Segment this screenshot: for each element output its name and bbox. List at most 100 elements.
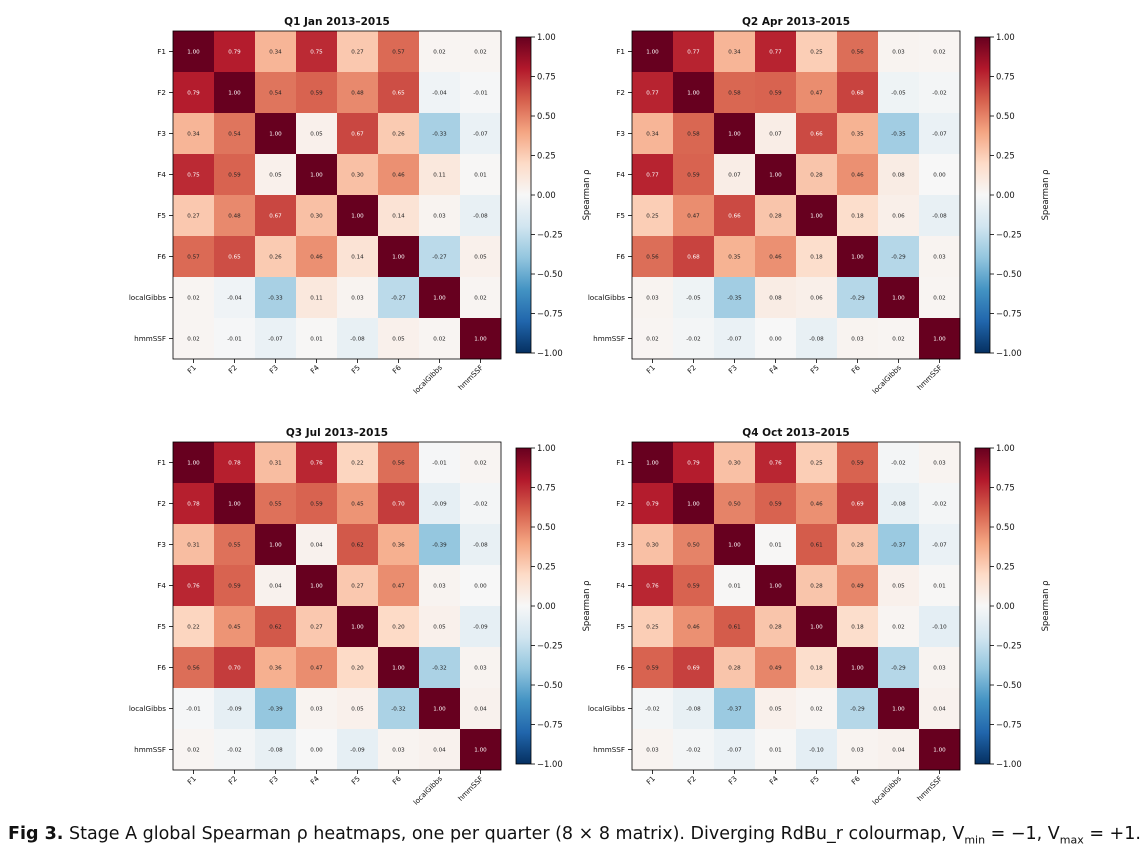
- heatmap-cell: [837, 113, 879, 155]
- cell-value-label: 0.04: [474, 707, 487, 713]
- heatmap-cell: [460, 236, 502, 278]
- heatmap-cell: [419, 72, 461, 114]
- heatmap-cell: [460, 565, 502, 607]
- y-tick-label: F1: [616, 47, 625, 56]
- cell-value-label: 1.00: [392, 255, 405, 261]
- cell-value-label: -0.07: [727, 337, 742, 343]
- cell-value-label: 0.02: [474, 461, 486, 467]
- cell-value-label: 1.00: [351, 625, 364, 631]
- y-tick-label: F3: [616, 129, 625, 138]
- cell-value-label: -0.08: [891, 502, 906, 508]
- cell-value-label: 0.01: [933, 584, 946, 590]
- heatmap-frame: [172, 441, 502, 771]
- heatmap-cell: [714, 154, 756, 196]
- y-tick-label: hmmSSF: [593, 334, 625, 343]
- heatmap-cell: [632, 483, 674, 525]
- cell-value-label: 1.00: [433, 296, 446, 302]
- heatmap-cell: [632, 31, 674, 73]
- x-tick-label: F4: [308, 774, 321, 787]
- cell-value-label: 0.35: [851, 132, 864, 138]
- x-tick-label: F5: [349, 774, 362, 787]
- cell-value-label: 0.27: [351, 584, 364, 590]
- cell-value-label: 0.05: [892, 584, 905, 590]
- colorbar-tick-label: 0.00: [537, 190, 556, 200]
- heatmap-cell: [755, 606, 797, 648]
- cell-value-label: 0.59: [228, 173, 241, 179]
- cell-value-label: 0.06: [810, 296, 823, 302]
- cell-value-label: 0.50: [687, 543, 700, 549]
- colorbar-tick-label: 0.75: [996, 483, 1015, 493]
- heatmap-cell: [755, 72, 797, 114]
- cell-value-label: 0.46: [687, 625, 700, 631]
- heatmap-cell: [296, 154, 338, 196]
- cell-value-label: 1.00: [351, 214, 364, 220]
- heatmap-cell: [755, 154, 797, 196]
- cell-value-label: -0.33: [432, 132, 447, 138]
- cell-value-label: 1.00: [728, 132, 741, 138]
- heatmap-cell: [460, 72, 502, 114]
- cell-value-label: 0.03: [392, 748, 405, 754]
- heatmap-cell: [419, 154, 461, 196]
- cell-value-label: 1.00: [474, 748, 487, 754]
- cell-value-label: 0.03: [474, 666, 487, 672]
- y-tick-label: F4: [157, 170, 166, 179]
- heatmap-cell: [796, 277, 838, 319]
- cell-value-label: -0.37: [727, 707, 742, 713]
- heatmap-cell: [337, 318, 379, 360]
- cell-value-label: 0.03: [433, 214, 446, 220]
- cell-value-label: 0.05: [310, 132, 323, 138]
- cell-value-label: 0.59: [769, 502, 782, 508]
- heatmap-cell: [755, 236, 797, 278]
- heatmap-cell: [673, 483, 715, 525]
- heatmap-cell: [378, 483, 420, 525]
- cell-value-label: 0.28: [769, 625, 782, 631]
- heatmap-cell: [714, 113, 756, 155]
- heatmap-cell: [255, 729, 297, 771]
- heatmap-cell: [714, 565, 756, 607]
- figure-panels: Q1 Jan 2013–2015 1.00 0.79 0.34 0.75 0.27 0.57…: [129, 16, 1050, 807]
- y-tick-label: F5: [616, 211, 625, 220]
- heatmap-cell: [255, 606, 297, 648]
- cell-value-label: -0.01: [473, 91, 488, 97]
- cell-value-label: 1.00: [769, 173, 782, 179]
- x-tick-label: F2: [685, 363, 698, 376]
- colorbar: [515, 36, 532, 354]
- y-tick-label: F3: [157, 540, 166, 549]
- x-tick-label: F1: [644, 774, 657, 787]
- heatmap-cell: [673, 113, 715, 155]
- cell-value-label: 0.65: [392, 91, 405, 97]
- heatmap-cell: [378, 688, 420, 730]
- heatmap-cell: [632, 72, 674, 114]
- y-tick-label: F2: [616, 499, 625, 508]
- panel-title: Q1 Jan 2013–2015: [284, 16, 390, 28]
- cell-value-label: 0.14: [351, 255, 364, 261]
- x-tick-label: F3: [726, 363, 739, 376]
- heatmap-cell: [837, 688, 879, 730]
- cell-value-label: 0.47: [687, 214, 700, 220]
- cell-value-label: 0.30: [351, 173, 364, 179]
- heatmap-cell: [460, 31, 502, 73]
- cell-value-label: 0.70: [228, 666, 241, 672]
- heatmap-cell: [337, 277, 379, 319]
- cell-value-label: 1.00: [851, 666, 864, 672]
- cell-value-label: 0.26: [269, 255, 282, 261]
- heatmap-cell: [878, 195, 920, 237]
- cell-value-label: 0.30: [310, 214, 323, 220]
- heatmap-cell: [337, 236, 379, 278]
- cell-value-label: 0.01: [769, 748, 782, 754]
- heatmap-cell: [296, 318, 338, 360]
- cell-value-label: -0.39: [268, 707, 283, 713]
- heatmap-cell: [460, 647, 502, 689]
- cell-value-label: 0.56: [851, 50, 864, 56]
- y-tick-label: F2: [157, 88, 166, 97]
- heatmap-cell: [878, 565, 920, 607]
- cell-value-label: 0.57: [392, 50, 405, 56]
- heatmap-cell: [919, 154, 961, 196]
- x-tick-label: F3: [726, 774, 739, 787]
- cell-value-label: 1.00: [228, 91, 241, 97]
- colorbar-tick-label: 0.50: [996, 522, 1015, 532]
- heatmap-panel: Q4 Oct 2013–2015 1.00 0.79 0.30 0.76 0.25 0.59…: [588, 427, 1050, 807]
- cell-value-label: 0.79: [187, 91, 200, 97]
- cell-value-label: 0.30: [728, 461, 741, 467]
- heatmap-cell: [296, 483, 338, 525]
